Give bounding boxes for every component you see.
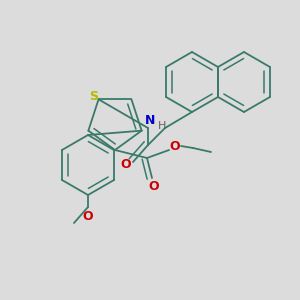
Text: O: O (149, 181, 159, 194)
Text: H: H (158, 121, 166, 131)
Text: N: N (145, 115, 155, 128)
Text: O: O (170, 140, 180, 154)
Text: S: S (89, 90, 98, 103)
Text: O: O (83, 209, 93, 223)
Text: O: O (121, 158, 131, 172)
